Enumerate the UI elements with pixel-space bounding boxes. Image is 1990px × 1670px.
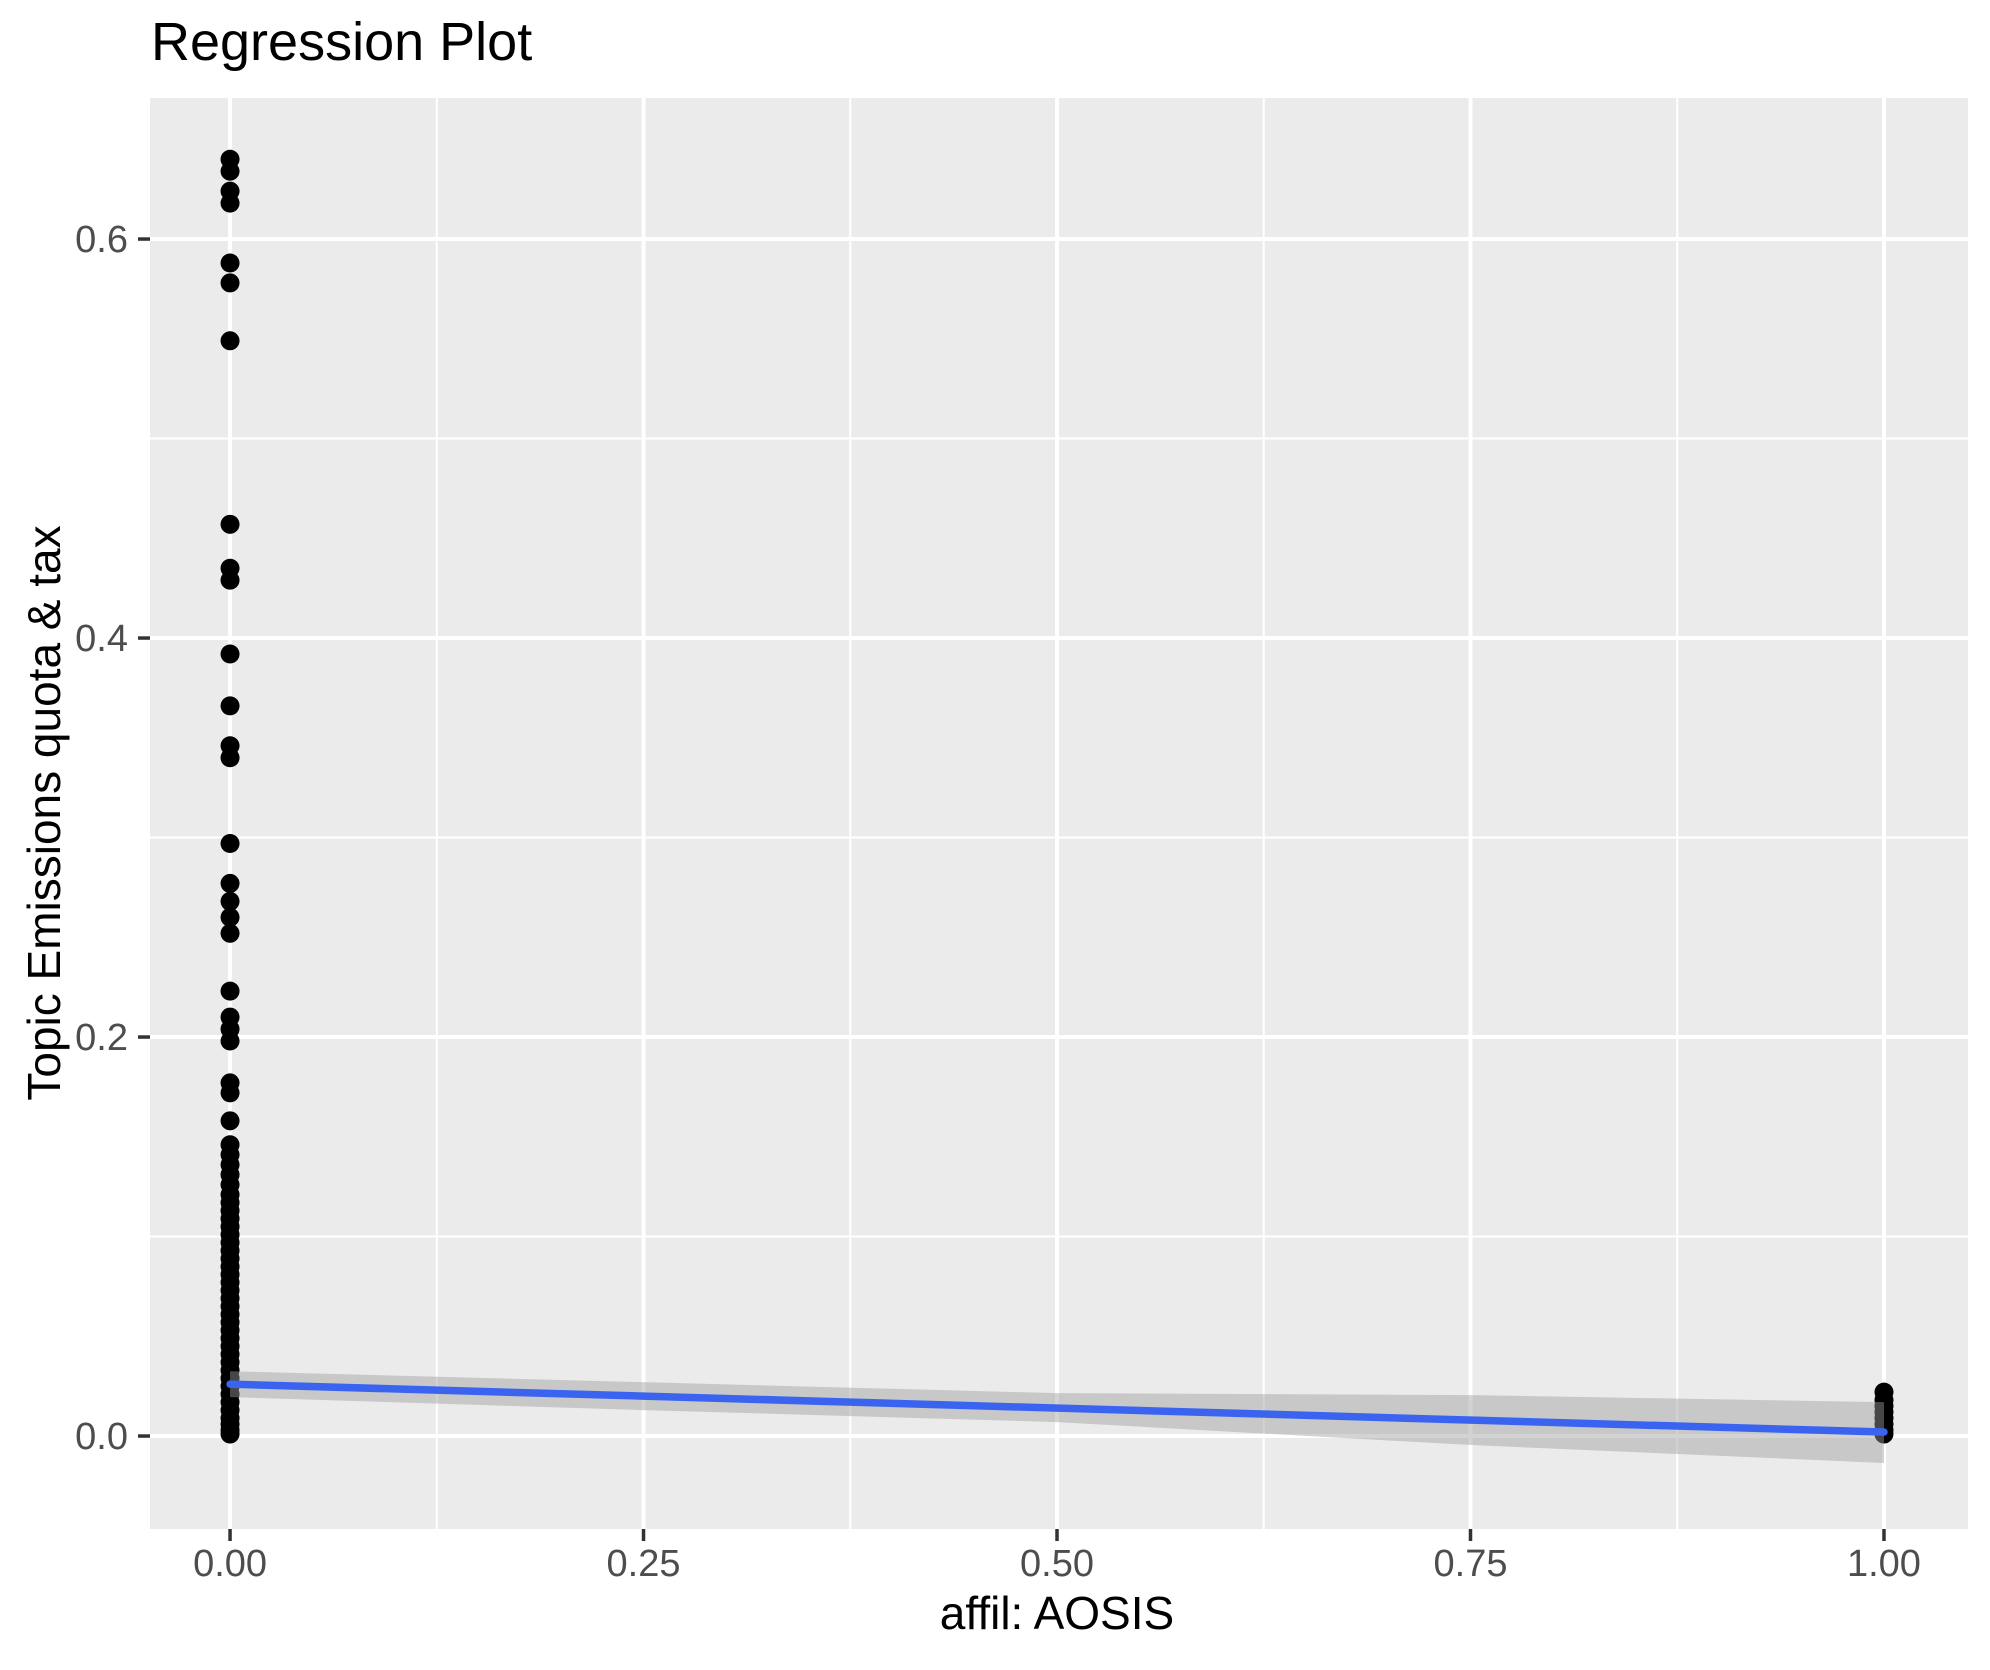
data-point [220,891,240,911]
scatter-points [220,149,1894,1444]
regression-line-segment [226,1380,1888,1436]
data-point [220,1083,240,1103]
y-tick-label: 0.2 [75,1017,128,1059]
y-axis-title: Topic Emissions quota & tax [18,525,70,1100]
y-tick-label: 0.4 [75,618,128,660]
data-point [220,1031,240,1051]
data-point [220,253,240,273]
y-tick-label: 0.0 [75,1416,128,1458]
x-tick-label: 0.25 [607,1543,681,1585]
data-point [220,331,240,351]
data-point [220,748,240,768]
data-point [220,570,240,590]
data-point [220,907,240,927]
x-tick-label: 0.75 [1434,1543,1508,1585]
x-tick-label: 0.50 [1020,1543,1094,1585]
data-point [220,696,240,716]
x-axis-title: affil: AOSIS [940,1587,1174,1639]
plot-title: Regression Plot [151,12,532,72]
x-tick-label: 1.00 [1847,1543,1921,1585]
data-point [220,981,240,1001]
data-point [220,1111,240,1131]
data-point [220,1424,240,1444]
y-tick-label: 0.6 [75,219,128,261]
axis-ticks-and-labels: 0.00 0.25 0.50 0.75 1.00 0.0 0.2 0.4 0.6 [75,219,1921,1585]
data-point [220,193,240,213]
data-point [220,873,240,893]
data-point [220,834,240,854]
data-point [220,923,240,943]
data-point [220,273,240,293]
data-point [220,161,240,181]
data-point [220,644,240,664]
x-tick-label: 0.00 [193,1543,267,1585]
data-point [220,514,240,534]
regression-line [226,1380,1888,1436]
